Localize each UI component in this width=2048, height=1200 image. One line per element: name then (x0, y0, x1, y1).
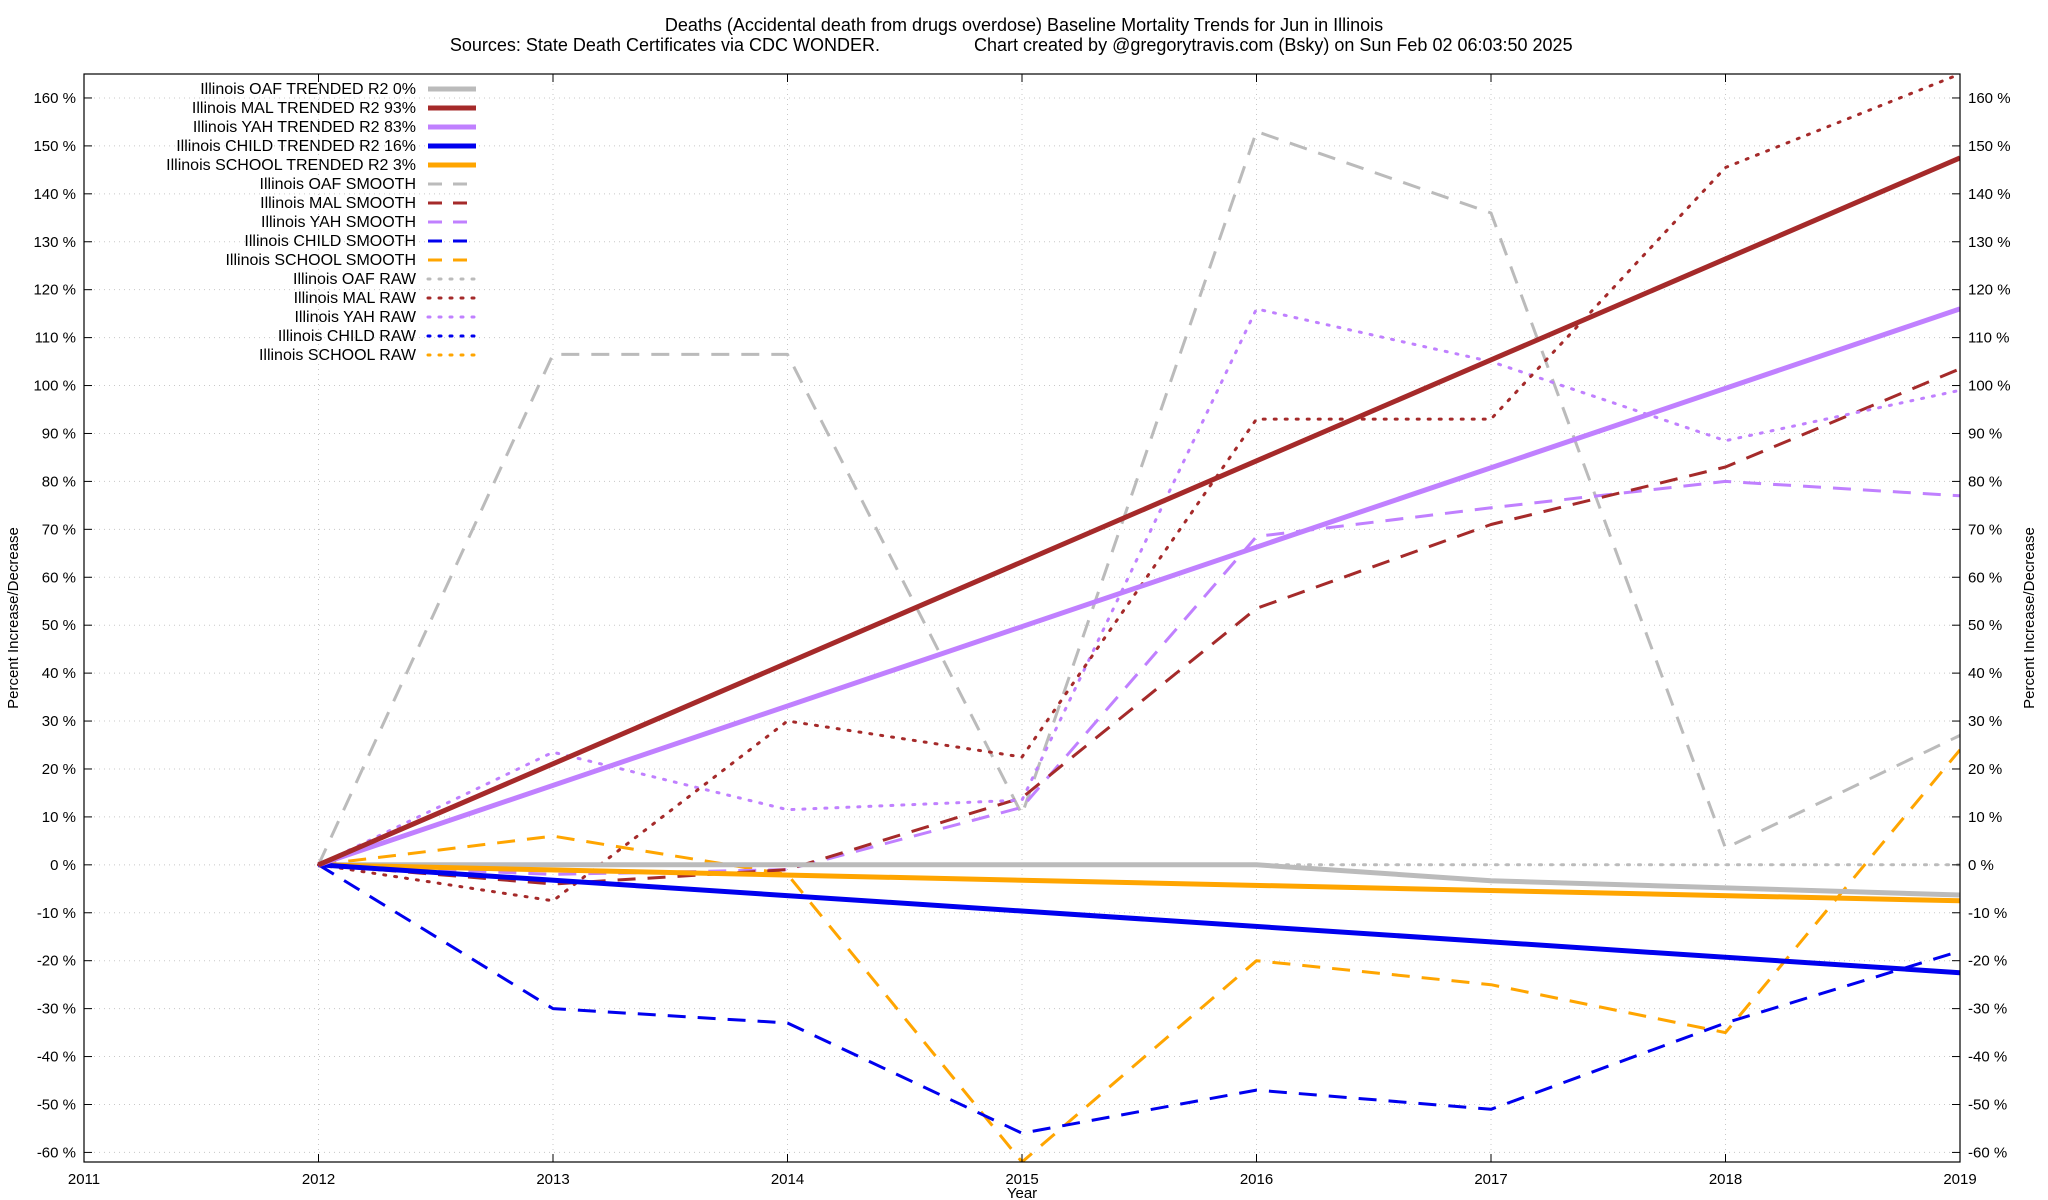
legend-label-14: Illinois SCHOOL RAW (259, 347, 417, 364)
x-tick-label: 2015 (1005, 1171, 1038, 1188)
y-tick-label: 0 % (50, 857, 76, 874)
series-line-4 (318, 862, 1960, 904)
y-tick-label: -10 % (37, 905, 76, 922)
x-axis-label: Year (1007, 1185, 1037, 1200)
legend-label-6: Illinois MAL SMOOTH (260, 195, 416, 212)
y2-tick-label: -30 % (1968, 1001, 2007, 1018)
legend-label-2: Illinois YAH TRENDED R2 83% (193, 119, 416, 136)
y-tick-label: 40 % (42, 665, 76, 682)
series-line-3 (318, 862, 1960, 976)
series-lines (317, 74, 1960, 1162)
y2-tick-label: 40 % (1968, 665, 2002, 682)
y2-tick-label: 70 % (1968, 521, 2002, 538)
series-line-6 (318, 367, 1960, 886)
series-line-0 (318, 862, 1960, 898)
x-tick-label: 2014 (771, 1171, 804, 1188)
y-tick-label: 90 % (42, 425, 76, 442)
y-tick-label: 50 % (42, 617, 76, 634)
y-tick-label: 30 % (42, 713, 76, 730)
series-line-9 (318, 748, 1960, 1162)
y2-tick-label: 140 % (1968, 186, 2011, 203)
legend-label-4: Illinois SCHOOL TRENDED R2 3% (166, 157, 416, 174)
x-tick-label: 2017 (1474, 1171, 1507, 1188)
y2-tick-label: 30 % (1968, 713, 2002, 730)
y-tick-label: -30 % (37, 1001, 76, 1018)
y-tick-label: 120 % (33, 282, 76, 299)
legend-label-0: Illinois OAF TRENDED R2 0% (200, 81, 416, 98)
y2-tick-label: -10 % (1968, 905, 2007, 922)
y-tick-label: 70 % (42, 521, 76, 538)
y2-tick-label: -20 % (1968, 953, 2007, 970)
y-tick-label: 20 % (42, 761, 76, 778)
y-tick-label: 10 % (42, 809, 76, 826)
legend-label-13: Illinois CHILD RAW (278, 328, 417, 345)
legend-label-1: Illinois MAL TRENDED R2 93% (192, 100, 416, 117)
y-axis-label: Percent Increase/Decrease (5, 527, 22, 709)
axis-ticks: 2011 2012 2013 2014 2015 2016 2017 2018 2019 -60 … (33, 74, 2011, 1188)
legend-label-10: Illinois OAF RAW (293, 271, 417, 288)
y-tick-label: 100 % (33, 378, 76, 395)
y2-tick-label: 0 % (1968, 857, 1994, 874)
y2-tick-label: -50 % (1968, 1096, 2007, 1113)
y-tick-label: 160 % (33, 90, 76, 107)
legend-label-3: Illinois CHILD TRENDED R2 16% (176, 138, 416, 155)
y-tick-label: 80 % (42, 473, 76, 490)
y2-axis-label: Percent Increase/Decrease (2021, 527, 2038, 709)
y-tick-label: 140 % (33, 186, 76, 203)
legend-label-9: Illinois SCHOOL SMOOTH (225, 252, 416, 269)
legend-label-11: Illinois MAL RAW (294, 290, 417, 307)
y2-tick-label: -60 % (1968, 1144, 2007, 1161)
series-line-8 (317, 863, 1960, 1135)
y2-tick-label: 50 % (1968, 617, 2002, 634)
y2-tick-label: 110 % (1968, 330, 2009, 347)
x-tick-label: 2016 (1240, 1171, 1273, 1188)
series-line-12 (317, 307, 1960, 867)
x-tick-label: 2011 (68, 1171, 100, 1188)
y2-tick-label: 100 % (1968, 378, 2011, 395)
x-tick-label: 2012 (302, 1171, 335, 1188)
y-tick-label: 60 % (42, 569, 76, 586)
series-line-11 (317, 74, 1960, 903)
series-line-5 (317, 130, 1960, 866)
chart-title: Deaths (Accidental death from drugs over… (665, 15, 1383, 35)
y-tick-label: -20 % (37, 953, 76, 970)
series-line-1 (317, 155, 1960, 868)
legend-label-7: Illinois YAH SMOOTH (261, 214, 416, 231)
y-tick-label: -40 % (37, 1049, 76, 1066)
y2-tick-label: -40 % (1968, 1049, 2007, 1066)
y2-tick-label: 90 % (1968, 425, 2002, 442)
legend-label-5: Illinois OAF SMOOTH (260, 176, 416, 193)
series-line-7 (318, 479, 1960, 876)
y2-tick-label: 150 % (1968, 138, 2011, 155)
y-tick-label: -50 % (37, 1096, 76, 1113)
x-tick-label: 2013 (536, 1171, 569, 1188)
chart-subtitle-credit: Chart created by @gregorytravis.com (Bsk… (974, 35, 1573, 55)
y2-tick-label: 120 % (1968, 282, 2011, 299)
y-tick-label: -60 % (37, 1144, 76, 1161)
legend-label-8: Illinois CHILD SMOOTH (244, 233, 416, 250)
y2-tick-label: 20 % (1968, 761, 2002, 778)
x-tick-label: 2018 (1709, 1171, 1742, 1188)
y2-tick-label: 160 % (1968, 90, 2011, 107)
chart-subtitle-sources: Sources: State Death Certificates via CD… (450, 35, 880, 55)
x-tick-label: 2019 (1943, 1171, 1976, 1188)
y2-tick-label: 130 % (1968, 234, 2011, 251)
y-tick-label: 150 % (33, 138, 76, 155)
y2-tick-label: 10 % (1968, 809, 2002, 826)
legend: Illinois OAF TRENDED R2 0% Illinois MAL T… (166, 81, 478, 364)
y2-tick-label: 60 % (1968, 569, 2002, 586)
y-tick-label: 110 % (35, 330, 76, 347)
y2-tick-label: 80 % (1968, 473, 2002, 490)
y-tick-label: 130 % (33, 234, 76, 251)
series-line-2 (317, 306, 1960, 868)
legend-label-12: Illinois YAH RAW (294, 309, 416, 326)
